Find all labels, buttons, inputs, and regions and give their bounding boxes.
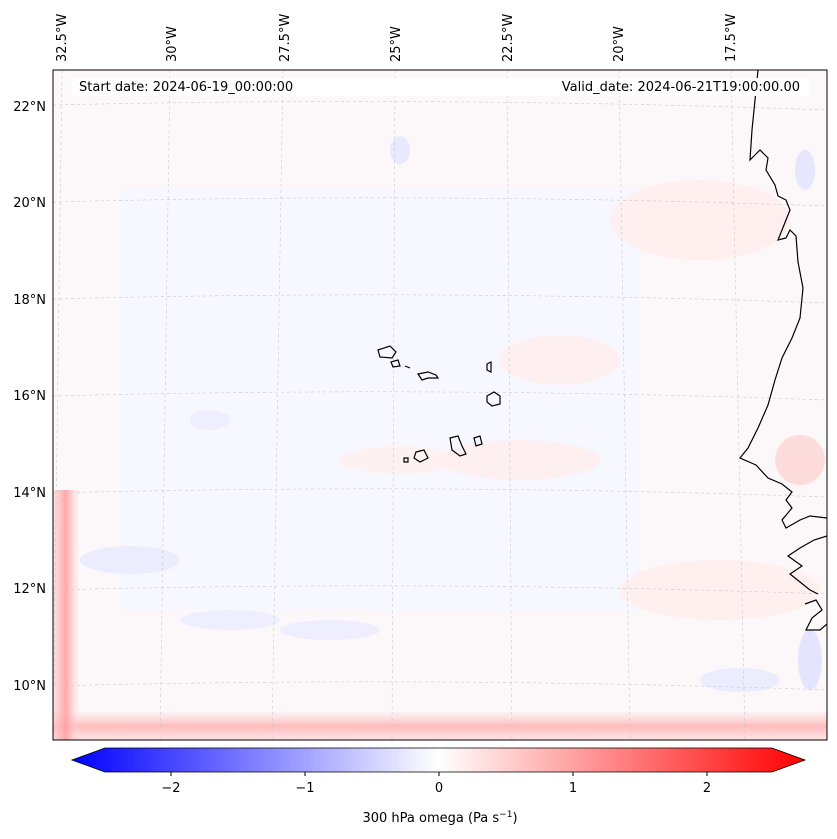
colorbar-label: 300 hPa omega (Pa s−1) — [362, 810, 517, 826]
colorbar-tick-label: −1 — [295, 781, 314, 796]
colorbar-tick-label: 2 — [703, 781, 711, 796]
coastlines — [377, 70, 827, 631]
lat-label: 16°N — [13, 389, 46, 404]
lat-label: 20°N — [13, 196, 46, 211]
cape-verde-brava — [403, 457, 409, 463]
africa-coastline — [739, 70, 827, 631]
colorbar-tick-label: 1 — [569, 781, 577, 796]
lon-label: 20°W — [612, 26, 627, 62]
cape-verde-santo-antao — [377, 345, 397, 359]
omega-field — [53, 70, 827, 740]
start-date-label: Start date: 2024-06-19_00:00:00 — [79, 80, 293, 95]
lon-label: 25°W — [389, 26, 404, 62]
lon-label: 17.5°W — [724, 14, 739, 62]
colorbar: −2 −1 0 1 2 300 hPa omega (Pa s−1) — [70, 747, 807, 826]
valid-date-label: Valid_date: 2024-06-21T19:00:00.00 — [562, 80, 800, 95]
longitude-labels: 32.5°W 30°W 27.5°W 25°W 22.5°W 20°W 17.5… — [55, 14, 739, 62]
gridlines — [53, 70, 827, 740]
lat-label: 18°N — [13, 293, 46, 308]
lon-label: 27.5°W — [278, 14, 293, 62]
colorbar-ticks — [170, 772, 708, 776]
lon-label: 30°W — [165, 26, 180, 62]
lat-label: 12°N — [13, 582, 46, 597]
cape-verde-fogo — [413, 449, 429, 463]
cape-verde-sao-nicolau — [417, 371, 440, 381]
lat-label: 10°N — [13, 679, 46, 694]
cape-verde-maio — [473, 435, 483, 447]
map-panel: Start date: 2024-06-19_00:00:00 Valid_da… — [13, 14, 828, 741]
map-frame — [52, 69, 828, 741]
date-header-band — [72, 78, 809, 96]
lon-label: 22.5°W — [501, 14, 516, 62]
lat-label: 14°N — [13, 486, 46, 501]
lat-label: 22°N — [13, 100, 46, 115]
cape-verde-santa-luzia — [404, 365, 411, 369]
cape-verde-sao-vicente — [390, 359, 401, 368]
colorbar-ramp — [70, 747, 807, 773]
cape-verde-santiago — [449, 435, 467, 457]
cape-verde-sal — [486, 361, 492, 373]
latitude-labels: 22°N 20°N 18°N 16°N 14°N 12°N 10°N — [13, 100, 46, 694]
colorbar-tick-label: 0 — [435, 781, 443, 796]
colorbar-tick-label: −2 — [161, 781, 180, 796]
lon-label: 32.5°W — [55, 14, 70, 62]
cape-verde-boa-vista — [486, 391, 501, 407]
